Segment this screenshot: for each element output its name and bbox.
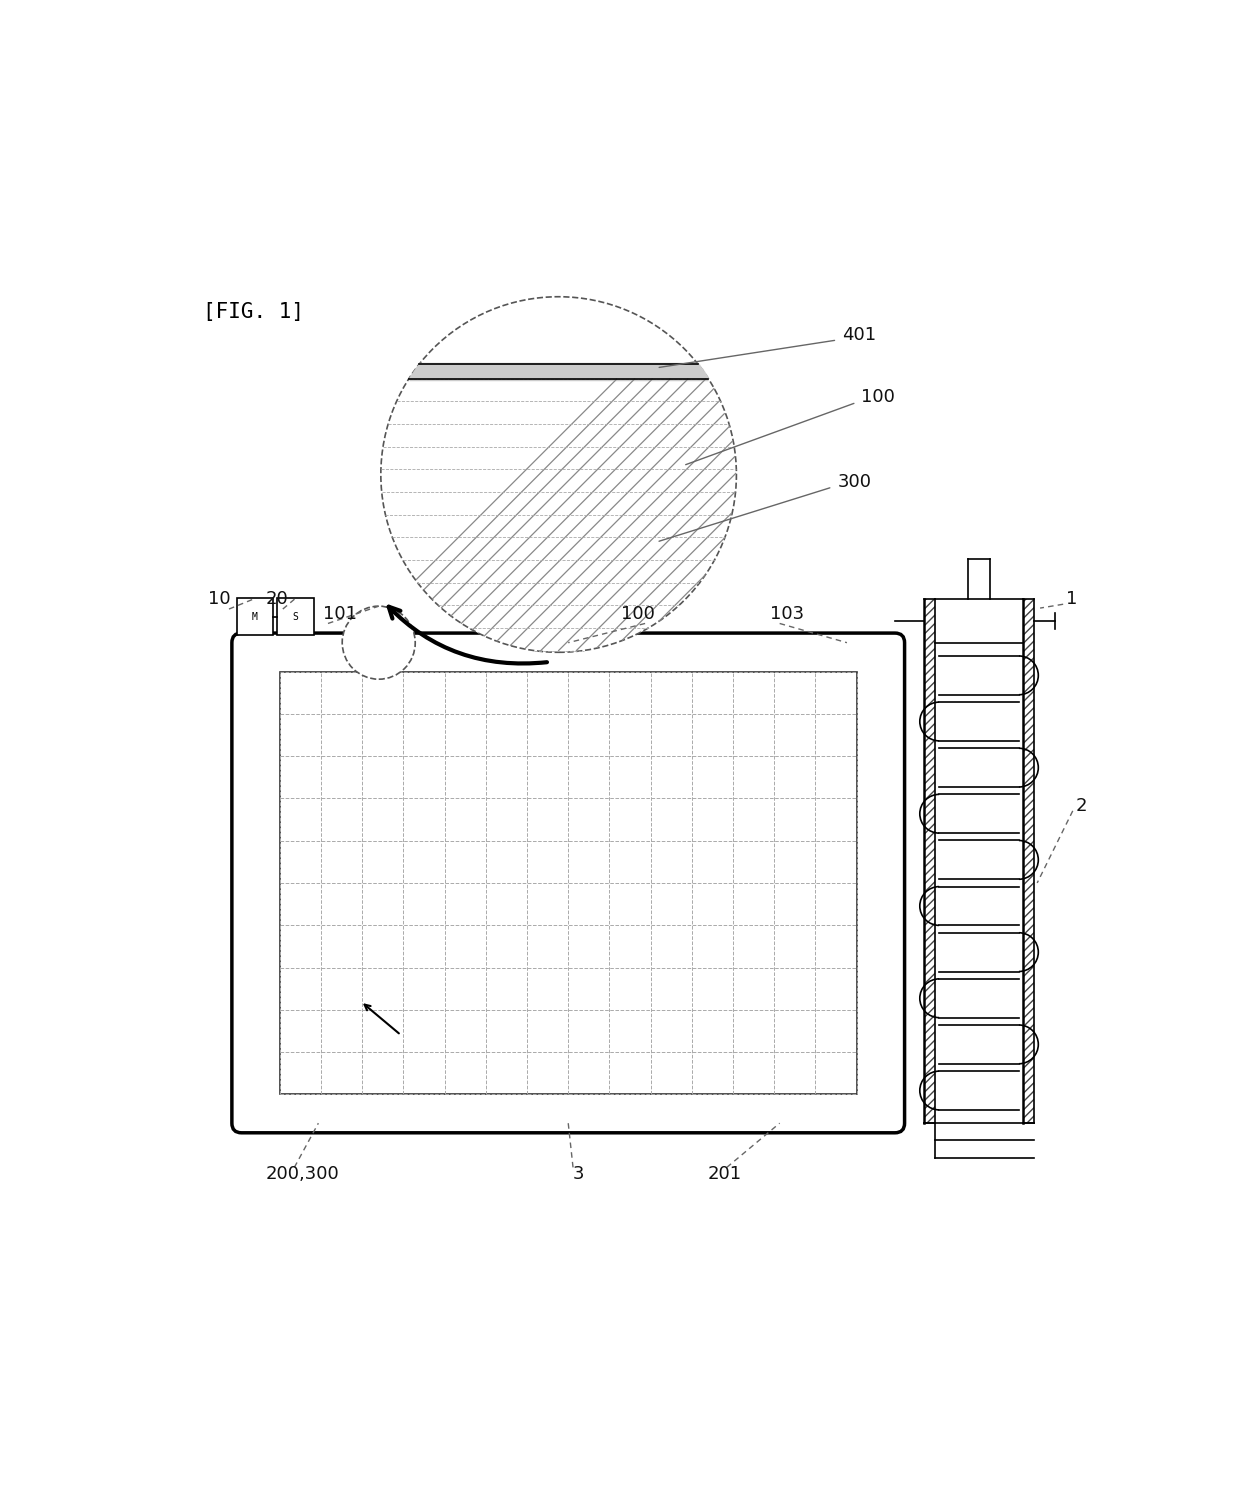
Text: S: S	[293, 612, 299, 621]
Bar	[277, 599, 314, 635]
Text: 3: 3	[573, 1165, 584, 1183]
Text: 10: 10	[208, 590, 231, 608]
Text: 103: 103	[770, 605, 805, 623]
Circle shape	[342, 606, 415, 680]
Text: [FIG. 1]: [FIG. 1]	[203, 302, 304, 321]
Text: 100: 100	[862, 389, 895, 407]
FancyBboxPatch shape	[232, 633, 905, 1133]
Bar	[1023, 599, 1034, 1123]
Text: 20: 20	[265, 590, 288, 608]
Text: 100: 100	[621, 605, 655, 623]
Bar	[237, 599, 273, 635]
Circle shape	[381, 297, 737, 653]
Text: 401: 401	[842, 326, 877, 344]
Text: 101: 101	[324, 605, 357, 623]
Text: 1: 1	[1066, 590, 1078, 608]
Bar	[280, 671, 857, 1094]
Text: M: M	[252, 612, 258, 621]
Text: 200,300: 200,300	[265, 1165, 340, 1183]
Text: 201: 201	[708, 1165, 742, 1183]
Text: 2: 2	[1075, 797, 1087, 815]
Text: 300: 300	[837, 473, 872, 491]
Bar	[924, 599, 935, 1123]
